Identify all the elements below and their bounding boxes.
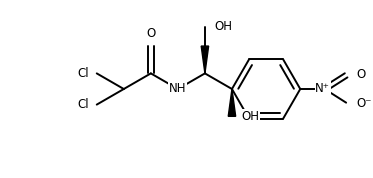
- Text: OH: OH: [242, 110, 260, 123]
- Text: Cl: Cl: [77, 98, 89, 111]
- Polygon shape: [228, 89, 236, 116]
- Text: Cl: Cl: [77, 67, 89, 80]
- Text: N⁺: N⁺: [315, 82, 330, 95]
- Text: O: O: [146, 27, 156, 40]
- Text: OH: OH: [215, 20, 233, 33]
- Text: O⁻: O⁻: [356, 97, 372, 110]
- Text: NH: NH: [169, 82, 186, 96]
- Text: O: O: [356, 68, 365, 81]
- Polygon shape: [201, 46, 209, 73]
